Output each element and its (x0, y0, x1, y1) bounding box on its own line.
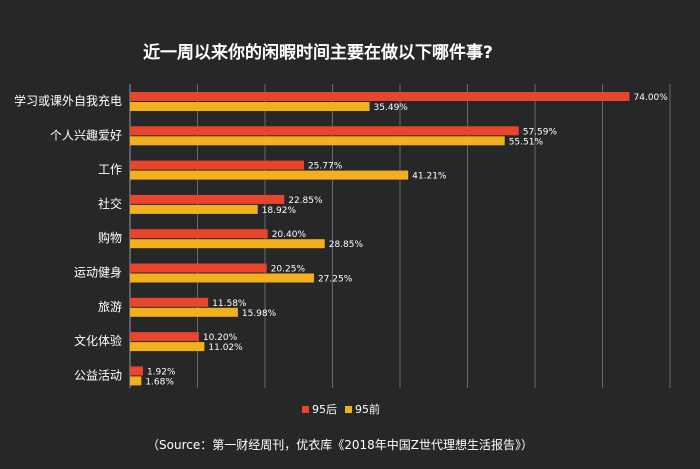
data-label: 74.00% (634, 93, 669, 103)
category-label: 工作 (98, 163, 122, 177)
category-label: 公益活动 (74, 368, 122, 382)
data-label: 1.92% (147, 367, 176, 377)
data-label: 18.92% (262, 206, 297, 216)
category-label: 文化体验 (74, 333, 122, 348)
data-label: 11.02% (208, 343, 243, 353)
data-label: 1.68% (145, 377, 174, 387)
bar-95qian (130, 376, 142, 386)
category-label: 旅游 (98, 300, 122, 314)
data-label: 35.49% (374, 103, 409, 113)
bar-95qian (130, 102, 370, 111)
bars: 74.00% 35.49% 57.59%55.51% 25.77% 41.21% 22.8… (130, 92, 668, 387)
data-label: 57.59% (523, 127, 558, 137)
data-label: 15.98% (242, 309, 277, 319)
legend-label-95qian: 95前 (355, 402, 380, 416)
data-label: 25.77% (308, 162, 343, 172)
data-label: 20.25% (271, 265, 306, 275)
bar-95hou (130, 160, 304, 170)
data-label: 41.21% (412, 172, 447, 182)
bar-95hou (130, 229, 268, 239)
bar-95hou (130, 126, 519, 136)
bar-95qian (130, 273, 314, 283)
bar-95hou (130, 92, 630, 101)
legend-swatch-95qian (345, 406, 352, 413)
category-label: 学习或课外自我充电 (14, 93, 122, 108)
legend: 95后 95前 (302, 402, 380, 416)
data-label: 27.25% (318, 275, 353, 285)
bar-95hou (130, 263, 267, 273)
bar-95qian (130, 239, 325, 249)
category-label: 个人兴趣爱好 (50, 127, 122, 142)
data-label: 55.51% (509, 137, 544, 147)
chart-title: 近一周以来你的闲暇时间主要在做以下哪件事? (143, 42, 493, 63)
data-label: 22.85% (288, 196, 323, 206)
bar-95hou (130, 194, 285, 204)
bar-95qian (130, 136, 505, 146)
bar-95qian (130, 342, 205, 352)
category-label: 购物 (98, 230, 122, 245)
data-label: 20.40% (272, 230, 307, 240)
bar-95hou (130, 297, 209, 307)
data-label: 28.85% (329, 240, 364, 250)
data-label: 11.58% (212, 299, 247, 309)
source-note: （Source：第一财经周刊，优衣库《2018年中国Z世代理想生活报告》） (147, 437, 533, 452)
bar-95qian (130, 204, 258, 214)
legend-swatch-95hou (302, 406, 309, 413)
bar-95qian (130, 307, 238, 317)
category-label: 运动健身 (74, 265, 122, 280)
legend-label-95hou: 95后 (312, 403, 337, 416)
data-label: 10.20% (203, 333, 238, 343)
category-label: 社交 (98, 196, 122, 211)
bar-95hou (130, 332, 199, 342)
bar-95hou (130, 366, 143, 376)
bar-95qian (130, 170, 409, 180)
